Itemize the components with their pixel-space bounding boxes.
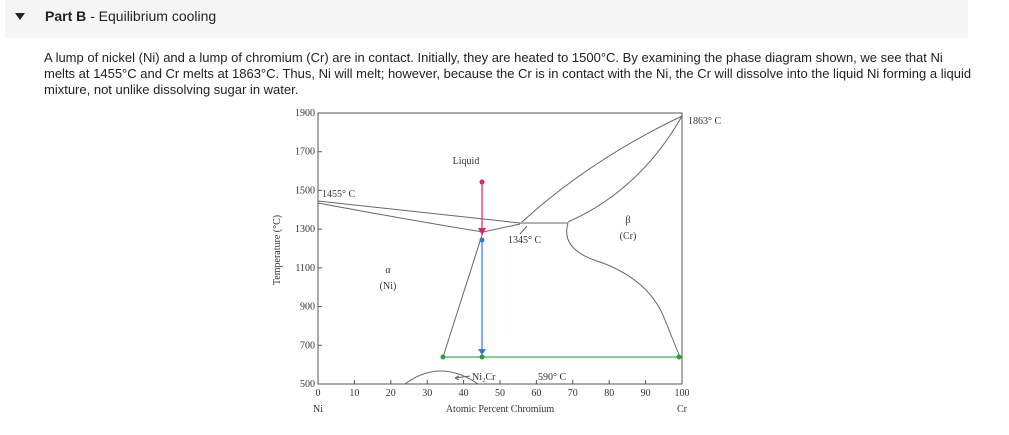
- part-header[interactable]: Part B - Equilibrium cooling: [5, 0, 968, 38]
- x-tick-label: 0: [316, 388, 321, 399]
- x-axis-label: Atomic Percent Chromium: [446, 404, 555, 415]
- y-tick-label: 500: [300, 379, 315, 390]
- start-point: [479, 179, 485, 185]
- annotation: 1345° C: [508, 235, 541, 246]
- phase-label: Liquid: [453, 156, 480, 167]
- arrow-head: [478, 349, 486, 355]
- point: [479, 237, 485, 243]
- part-title: - Equilibrium cooling: [90, 8, 217, 24]
- x-tick-label: 20: [386, 388, 396, 399]
- annotation: Ni₂Cr: [472, 372, 496, 383]
- point: [479, 354, 485, 360]
- compound-dome: [404, 370, 479, 385]
- problem-text: A lump of nickel (Ni) and a lump of chro…: [44, 50, 972, 97]
- plot-frame: [317, 112, 683, 385]
- x-tick-label: 40: [459, 388, 469, 399]
- y-tick-label: 1500: [295, 185, 315, 196]
- arrow-head: [478, 228, 486, 235]
- y-tick-label: 1700: [295, 147, 315, 158]
- x-end-label: Ni: [313, 404, 323, 415]
- y-tick-label: 1100: [295, 263, 315, 274]
- x-tick-label: 60: [531, 388, 541, 399]
- phase-label: β: [625, 215, 630, 226]
- x-tick-label: 100: [675, 388, 690, 399]
- y-tick-label: 700: [300, 340, 315, 351]
- annotation: 1455° C: [322, 189, 355, 200]
- point: [676, 354, 682, 360]
- x-tick-label: 80: [604, 388, 614, 399]
- x-end-label: Cr: [677, 404, 688, 415]
- compound-pointer: [454, 375, 471, 381]
- collapse-icon[interactable]: [15, 13, 25, 20]
- header-text: Part B - Equilibrium cooling: [45, 8, 216, 24]
- solidus-left: [317, 202, 521, 233]
- annotation: 590° C: [538, 372, 566, 383]
- x-tick-label: 90: [641, 388, 651, 399]
- y-tick-label: 1300: [295, 224, 315, 235]
- x-tick-label: 30: [422, 388, 432, 399]
- y-tick-label: 900: [300, 302, 315, 313]
- x-tick-label: 10: [349, 388, 359, 399]
- liquidus-left: [317, 200, 521, 224]
- annotation: 1863° C: [688, 116, 721, 127]
- phase-label: α: [385, 265, 391, 276]
- solidus-right: [567, 115, 683, 223]
- liquidus-right: [521, 115, 683, 223]
- beta-solvus: [566, 222, 681, 358]
- point: [440, 354, 446, 360]
- phase-label: (Ni): [380, 281, 397, 292]
- part-label: Part B: [45, 8, 87, 24]
- y-axis-label: Temperature (°C): [272, 215, 283, 285]
- y-tick-label: 1900: [295, 108, 315, 119]
- x-tick-label: 70: [568, 388, 578, 399]
- alpha-solvus: [442, 231, 484, 358]
- eutectic-pointer: [519, 225, 528, 235]
- x-tick-label: 50: [495, 388, 505, 399]
- phase-label: (Cr): [620, 231, 637, 242]
